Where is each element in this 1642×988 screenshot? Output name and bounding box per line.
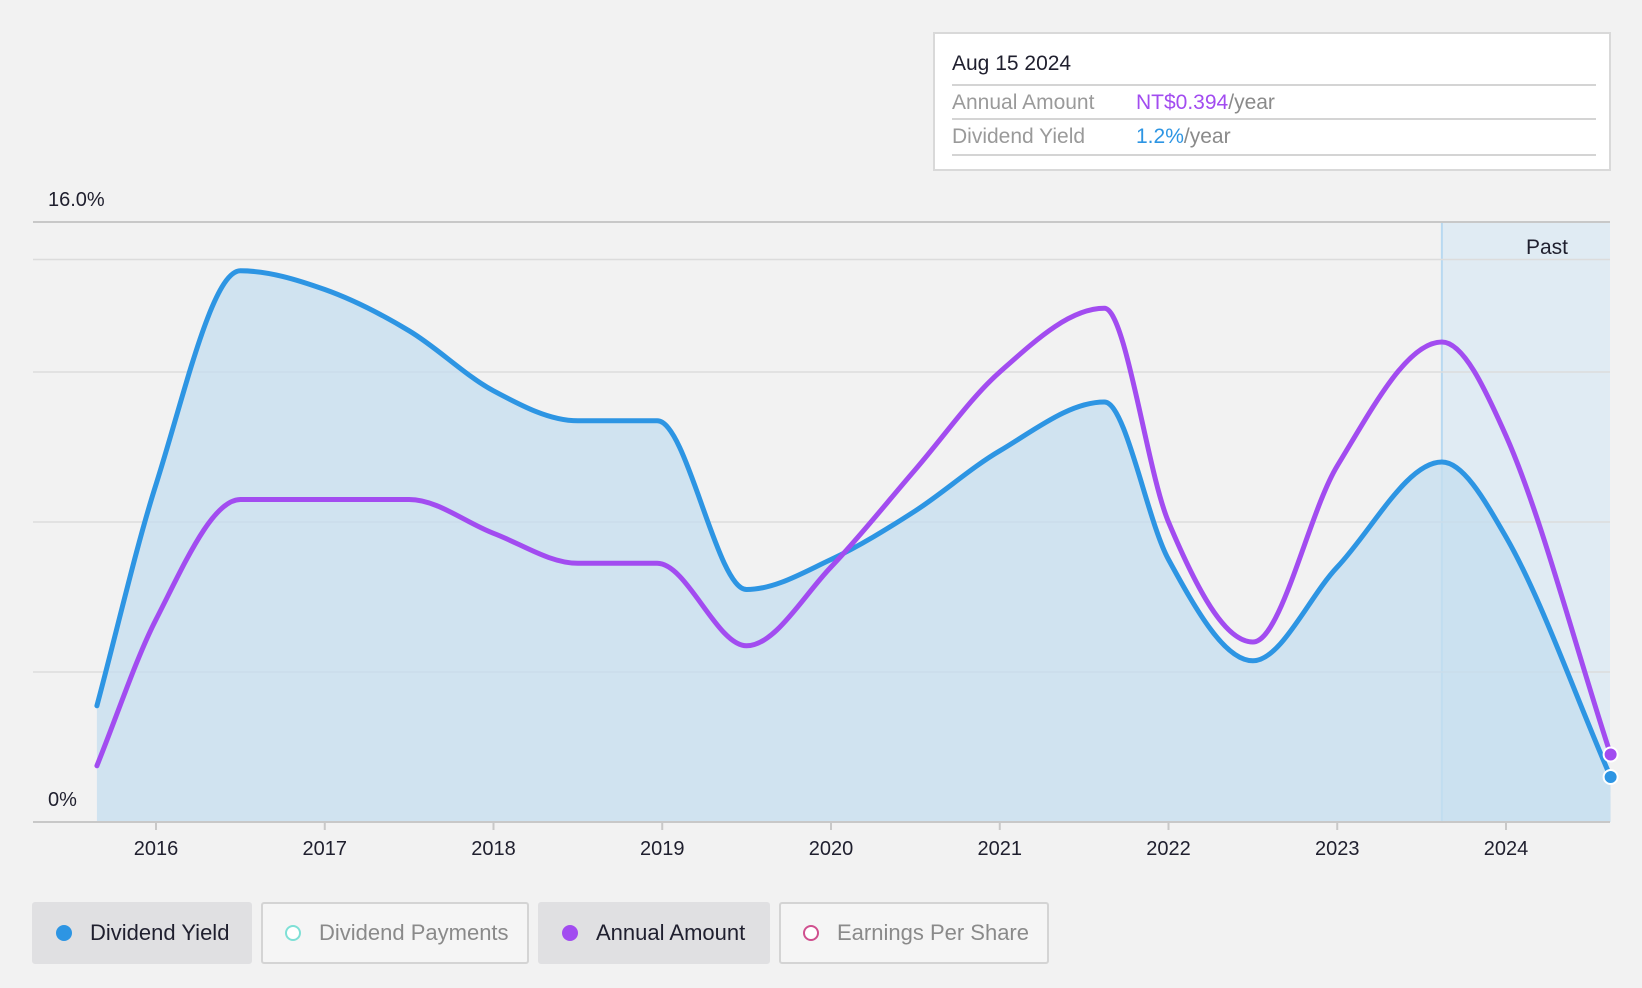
- annual-amount-line: [94, 305, 1614, 769]
- legend-dividend-payments-button[interactable]: Dividend Payments: [261, 902, 529, 964]
- dividend-yield-end-marker: [1602, 769, 1619, 785]
- tooltip-annual-row: Annual Amount NT$0.394/year: [952, 84, 1596, 120]
- x-tick-label: 2021: [978, 838, 1023, 860]
- x-tick-label: 2019: [640, 838, 685, 860]
- tooltip-yield-value: 1.2%: [1136, 125, 1184, 148]
- tooltip-panel: Aug 15 2024 Annual Amount NT$0.394/year …: [933, 32, 1611, 171]
- x-tick-label: 2024: [1484, 838, 1529, 860]
- legend-label: Earnings Per Share: [837, 920, 1029, 945]
- tooltip-yield-label: Dividend Yield: [952, 125, 1086, 148]
- x-tick-label: 2018: [471, 838, 516, 860]
- dividend-yield-line: [94, 268, 1614, 780]
- tooltip-date: Aug 15 2024: [952, 52, 1072, 75]
- legend-dot-icon: [803, 925, 819, 941]
- tooltip-yield-unit: /year: [1183, 125, 1231, 148]
- x-tick-label: 2017: [303, 838, 348, 860]
- past-label: Past: [1526, 236, 1568, 259]
- legend-dividend-yield-button[interactable]: Dividend Yield: [32, 902, 252, 964]
- tooltip-annual-value-group: NT$0.394/year: [1136, 86, 1275, 120]
- annual-amount-end-marker: [1602, 746, 1619, 763]
- x-tick-label: 2020: [809, 838, 854, 860]
- tooltip-yield-row: Dividend Yield 1.2%/year: [952, 118, 1596, 156]
- y-axis-bottom-label: 0%: [48, 789, 77, 811]
- x-tick-label: 2022: [1146, 838, 1191, 860]
- x-axis-ticks: 2016 2017 2018 2019 2020 2021 2022 2023 2024: [134, 822, 1529, 860]
- legend-dot-icon: [285, 925, 301, 941]
- legend-label: Dividend Yield: [90, 920, 230, 945]
- tooltip-annual-value: NT$0.394: [1136, 91, 1229, 114]
- x-tick-label: 2016: [134, 838, 179, 860]
- tooltip-annual-label: Annual Amount: [952, 91, 1095, 114]
- dividend-yield-area: [96, 270, 1611, 822]
- legend-earnings-per-share-button[interactable]: Earnings Per Share: [779, 902, 1049, 964]
- x-tick-label: 2023: [1315, 838, 1360, 860]
- legend-label: Annual Amount: [596, 920, 746, 945]
- tooltip-annual-unit: /year: [1228, 91, 1275, 114]
- legend-dot-icon: [562, 925, 578, 941]
- tooltip-yield-value-group: 1.2%/year: [1136, 120, 1231, 154]
- legend-dot-icon: [56, 925, 72, 941]
- legend-annual-amount-button[interactable]: Annual Amount: [538, 902, 770, 964]
- y-axis-top-label: 16.0%: [48, 189, 105, 211]
- legend-label: Dividend Payments: [319, 920, 509, 945]
